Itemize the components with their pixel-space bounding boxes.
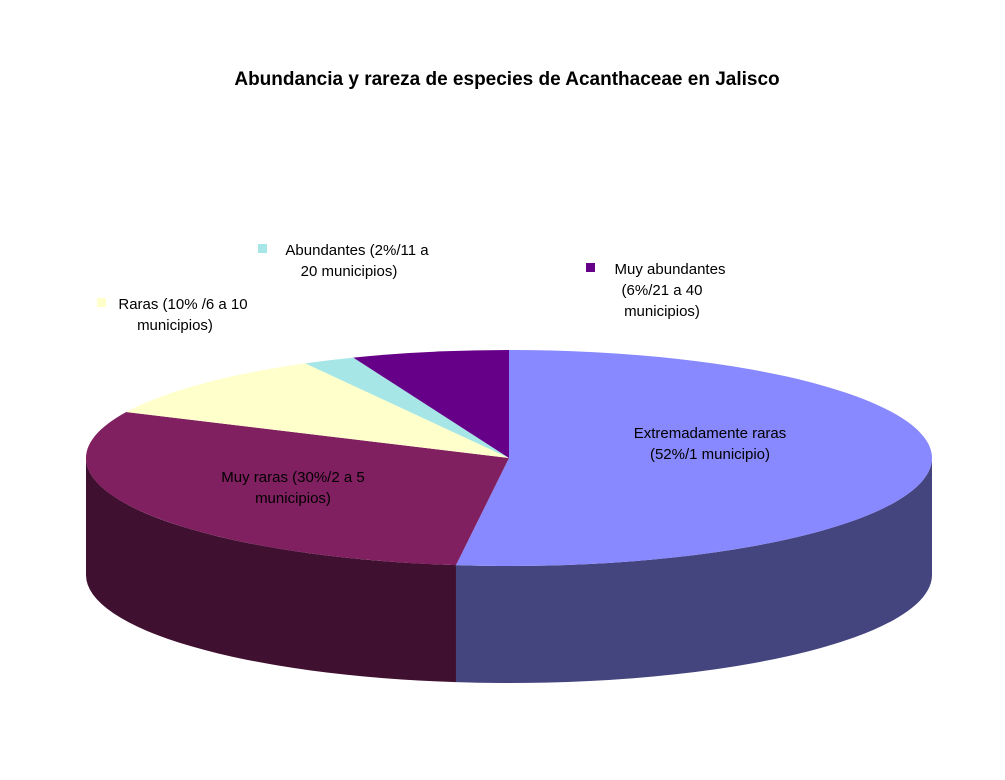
slice-label-abundantes: Abundantes (2%/11 a 20 municipios) [258,242,429,280]
slice-label-text: Extremadamente raras (52%/1 municipio) [634,425,787,463]
slice-label-text: Raras (10% /6 a 10 municipios) [118,296,247,334]
slice-label-line: municipios) [255,490,331,507]
slice-label-text: Abundantes (2%/11 a 20 municipios) [285,242,429,280]
slice-label-line: Muy abundantes [615,261,726,278]
pie-slice-extremadamente [455,350,933,566]
slice-label-text: Muy abundantes (6%/21 a 40 municipios) [615,261,726,320]
slice-label-line: Muy raras (30%/2 a 5 [221,469,364,486]
slice-label-line: (52%/1 municipio) [650,446,770,463]
slice-label-line: (6%/21 a 40 [622,282,703,299]
slice-label-line: municipios) [137,317,213,334]
pie-side-extremadamente [455,458,932,683]
slice-label-muy_abundantes: Muy abundantes (6%/21 a 40 municipios) [586,261,725,320]
slice-label-muy_raras: Muy raras (30%/2 a 5 municipios) [221,469,364,507]
slice-label-line: Extremadamente raras [634,425,787,442]
legend-swatch-abundantes [258,244,267,253]
slice-label-line: Raras (10% /6 a 10 [118,296,247,313]
slice-label-extremadamente: Extremadamente raras (52%/1 municipio) [634,425,787,463]
legend-swatch-raras [97,298,106,307]
pie-slice-raras [126,363,510,458]
pie-slice-muy_abundantes [353,350,509,458]
slice-label-text: Muy raras (30%/2 a 5 municipios) [221,469,364,507]
pie-slice-abundantes [305,357,509,458]
pie-slice-muy_raras [85,412,509,566]
pie-side-muy_raras [86,458,456,683]
slice-label-line: 20 municipios) [301,263,398,280]
slice-label-raras: Raras (10% /6 a 10 municipios) [97,296,248,334]
chart-title: Abundancia y rareza de especies de Acant… [234,69,779,90]
legend-swatch-muy_abundantes [586,263,595,272]
slice-label-line: Abundantes (2%/11 a [285,242,429,259]
slice-label-line: municipios) [624,303,700,320]
